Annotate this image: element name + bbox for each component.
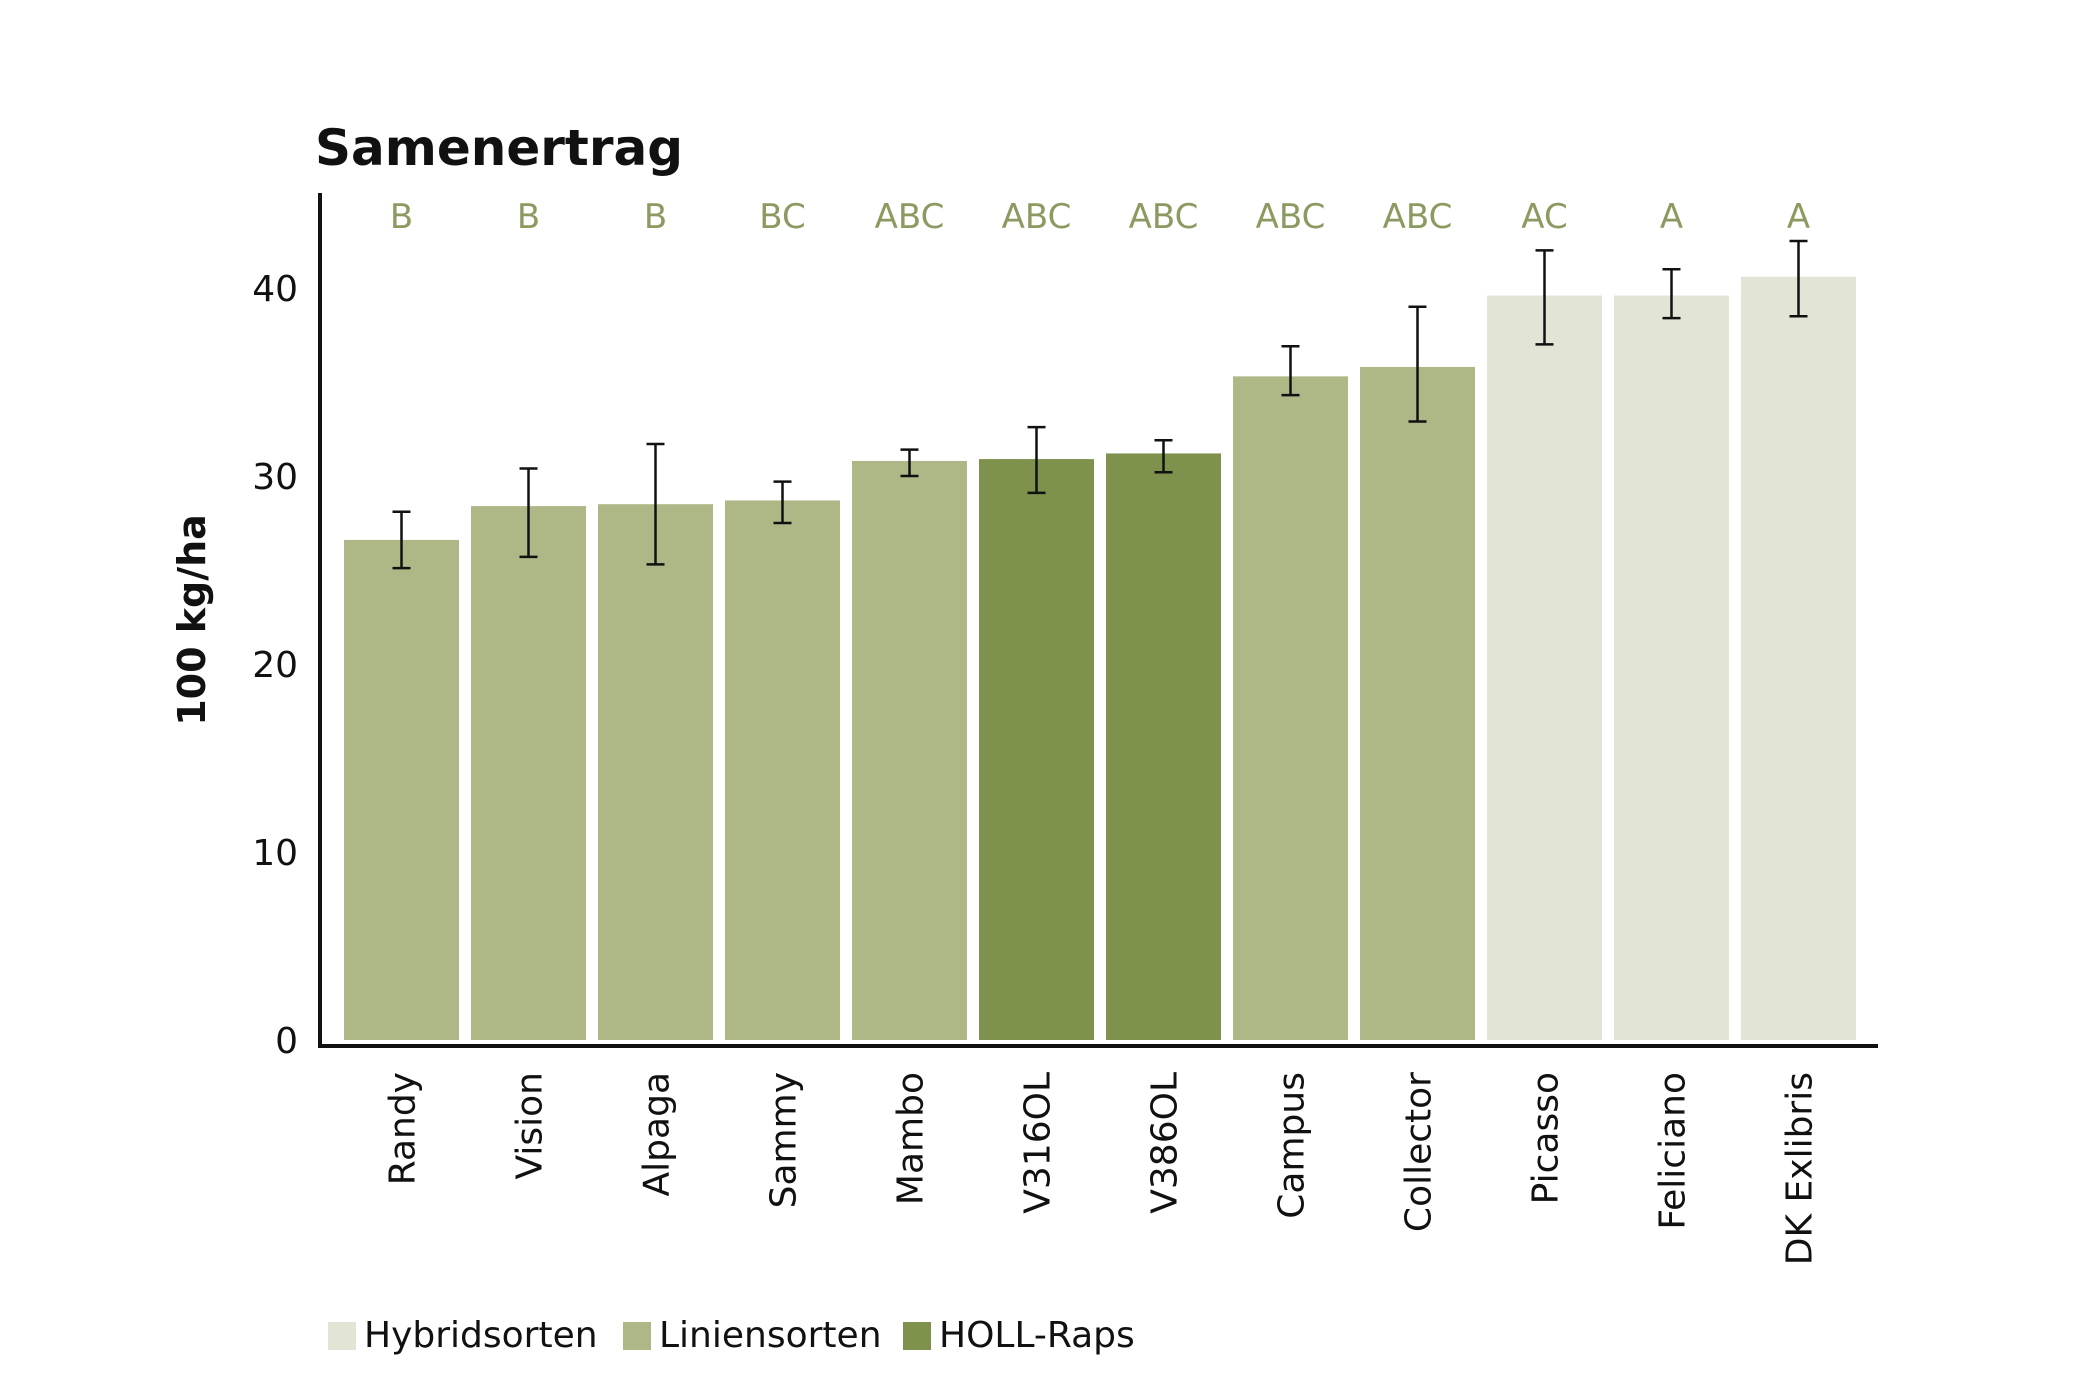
legend-item: HOLL-Raps xyxy=(903,1315,1135,1356)
significance-groups: B B B BC ABC ABC ABC ABC ABC AC A A xyxy=(390,197,1810,237)
legend-swatch xyxy=(328,1322,356,1350)
error-bar xyxy=(773,480,792,525)
legend-label: HOLL-Raps xyxy=(939,1315,1135,1356)
legend-swatch xyxy=(903,1322,931,1350)
legend-item: Hybridsorten xyxy=(328,1315,598,1356)
chart-title: Samenertrag xyxy=(315,119,683,177)
group-label: ABC xyxy=(875,197,945,237)
legend-label: Liniensorten xyxy=(659,1315,882,1356)
error-bar xyxy=(1789,239,1808,318)
group-label: A xyxy=(1787,197,1810,237)
error-bar xyxy=(1662,267,1681,320)
group-label: BC xyxy=(759,197,805,237)
bar xyxy=(1741,276,1856,1041)
bars xyxy=(344,276,1856,1041)
legend: Hybridsorten Liniensorten HOLL-Raps xyxy=(328,1315,1135,1356)
x-tick-label: V316OL xyxy=(1018,1072,1059,1214)
error-bar xyxy=(646,442,665,566)
bar xyxy=(1233,376,1348,1040)
error-bar xyxy=(1154,439,1173,474)
x-tick-label: Alpaga xyxy=(637,1072,678,1196)
bar xyxy=(344,539,459,1040)
group-label: AC xyxy=(1521,197,1567,237)
legend-swatch xyxy=(623,1322,651,1350)
x-tick-label: Sammy xyxy=(764,1072,805,1208)
group-label: ABC xyxy=(1383,197,1453,237)
bar xyxy=(1360,366,1475,1041)
y-tick-label: 10 xyxy=(252,833,298,874)
bar xyxy=(852,460,967,1041)
x-tick-label: Feliciano xyxy=(1653,1072,1694,1230)
group-label: B xyxy=(390,197,413,237)
legend-item: Liniensorten xyxy=(623,1315,882,1356)
y-tick-label: 30 xyxy=(252,457,298,498)
group-label: ABC xyxy=(1002,197,1072,237)
x-tick-label: DK Exlibris xyxy=(1780,1072,1821,1265)
y-tick-label: 40 xyxy=(252,269,298,310)
x-tick-label: Randy xyxy=(383,1072,424,1185)
x-axis-ticks: Randy Vision Alpaga Sammy Mambo V316OL V386OL C… xyxy=(383,1072,1821,1265)
bar xyxy=(598,504,713,1040)
group-label: ABC xyxy=(1129,197,1199,237)
bar xyxy=(1106,453,1221,1040)
y-tick-label: 20 xyxy=(252,645,298,686)
error-bar xyxy=(519,467,538,559)
bar xyxy=(1614,295,1729,1040)
x-tick-label: Vision xyxy=(510,1072,551,1179)
bar xyxy=(1487,295,1602,1040)
y-axis-ticks: 0 10 20 30 40 xyxy=(252,269,298,1062)
x-tick-label: Campus xyxy=(1272,1072,1313,1219)
error-bar xyxy=(1281,345,1300,397)
group-label: B xyxy=(644,197,667,237)
x-tick-label: Picasso xyxy=(1526,1072,1567,1204)
x-tick-label: Collector xyxy=(1399,1072,1440,1232)
error-bar xyxy=(900,448,919,478)
error-bar xyxy=(1408,305,1427,423)
bar xyxy=(471,506,586,1041)
x-tick-label: V386OL xyxy=(1145,1072,1186,1214)
y-axis-label: 100 kg/ha xyxy=(170,514,214,726)
x-tick-label: Mambo xyxy=(891,1072,932,1205)
group-label: B xyxy=(517,197,540,237)
bar xyxy=(725,500,840,1040)
legend-label: Hybridsorten xyxy=(364,1315,598,1356)
error-bar xyxy=(1027,425,1046,495)
y-tick-label: 0 xyxy=(275,1021,298,1062)
error-bar xyxy=(392,510,411,570)
error-bars xyxy=(392,239,1808,570)
bar xyxy=(979,459,1094,1041)
group-label: A xyxy=(1660,197,1683,237)
error-bar xyxy=(1535,249,1554,346)
group-label: ABC xyxy=(1256,197,1326,237)
